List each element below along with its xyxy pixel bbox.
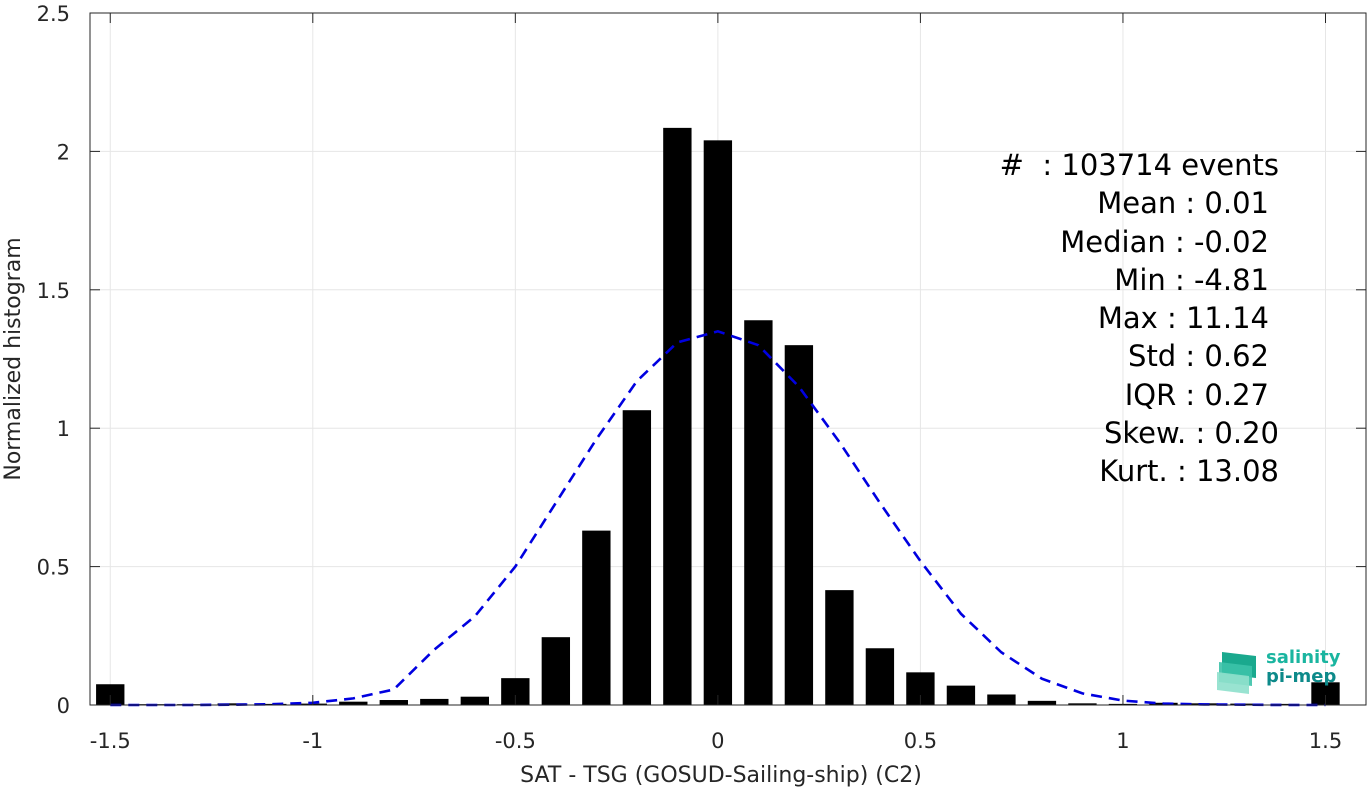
- plot-frame: [89, 12, 1367, 706]
- stat-min: Min : -4.81: [1114, 262, 1269, 297]
- histogram-bar: [460, 696, 490, 705]
- x-tick-labels: -1.5 -1 -0.5 0 0.5 1 1.5: [90, 729, 1342, 753]
- y-tick-label: 0.5: [37, 556, 70, 580]
- histogram-bar: [946, 685, 976, 705]
- histogram-bar: [1270, 703, 1300, 705]
- y-tick-label: 2: [57, 140, 70, 164]
- histogram-bar: [258, 703, 287, 705]
- y-tick-labels: 0 0.5 1 1.5 2 2.5: [37, 2, 70, 718]
- x-tick-label: -0.5: [495, 729, 536, 753]
- x-tick-label: 1: [1116, 729, 1129, 753]
- stat-iqr: IQR : 0.27: [1124, 377, 1269, 412]
- histogram-bar: [217, 703, 246, 705]
- y-tick-label: 2.5: [37, 2, 70, 26]
- histogram-bar: [744, 320, 773, 705]
- histogram-bar: [1311, 682, 1340, 705]
- x-tick-label: 0.5: [904, 729, 937, 753]
- y-tick-label: 1.5: [37, 279, 70, 303]
- x-tick-label: -1: [302, 729, 323, 753]
- stat-median: Median : -0.02: [1060, 224, 1269, 259]
- axes: [89, 12, 1367, 706]
- histogram-bar: [541, 637, 571, 705]
- stat-events: # : 103714 events: [999, 148, 1279, 182]
- x-tick-label: 0: [711, 729, 724, 753]
- stat-mean: Mean : 0.01: [1097, 186, 1269, 221]
- stat-skew: Skew. : 0.20: [1103, 416, 1279, 451]
- x-axis-label: SAT - TSG (GOSUD-Sailing-ship) (C2): [520, 763, 922, 787]
- histogram-bar: [379, 700, 408, 705]
- stat-kurt: Kurt. : 13.08: [1099, 454, 1279, 489]
- stat-max: Max : 11.14: [1097, 301, 1269, 336]
- histogram-bar: [1027, 700, 1057, 705]
- histogram-bar: [663, 127, 692, 705]
- histogram-bar: [622, 410, 652, 705]
- x-tick-label: -1.5: [90, 729, 131, 753]
- y-tick-label: 1: [57, 417, 70, 441]
- histogram-bar: [420, 698, 449, 705]
- histogram-bar: [784, 345, 814, 705]
- histogram-bar: [703, 140, 733, 705]
- y-tick-label: 0: [57, 694, 70, 718]
- histogram-bars: [96, 127, 1340, 705]
- histogram-bar: [339, 701, 368, 705]
- stat-std: Std : 0.62: [1128, 339, 1269, 374]
- statistics-box: # : 103714 events Mean : 0.01 Median : -…: [1000, 146, 1279, 491]
- y-axis-label: Normalized histogram: [1, 237, 26, 480]
- logo-line1: salinity: [1266, 647, 1341, 668]
- histogram-bar: [1068, 703, 1097, 705]
- logo-icon: [1217, 652, 1256, 694]
- salinity-pi-mep-logo: salinity pi-mep: [1216, 648, 1346, 696]
- histogram-bar: [582, 530, 611, 705]
- x-tick-label: 1.5: [1309, 729, 1342, 753]
- histogram-bar: [865, 648, 895, 705]
- histogram-bar: [96, 684, 125, 705]
- histogram-bar: [825, 590, 854, 705]
- histogram-bar: [987, 694, 1016, 705]
- logo-line2: pi-mep: [1266, 666, 1337, 687]
